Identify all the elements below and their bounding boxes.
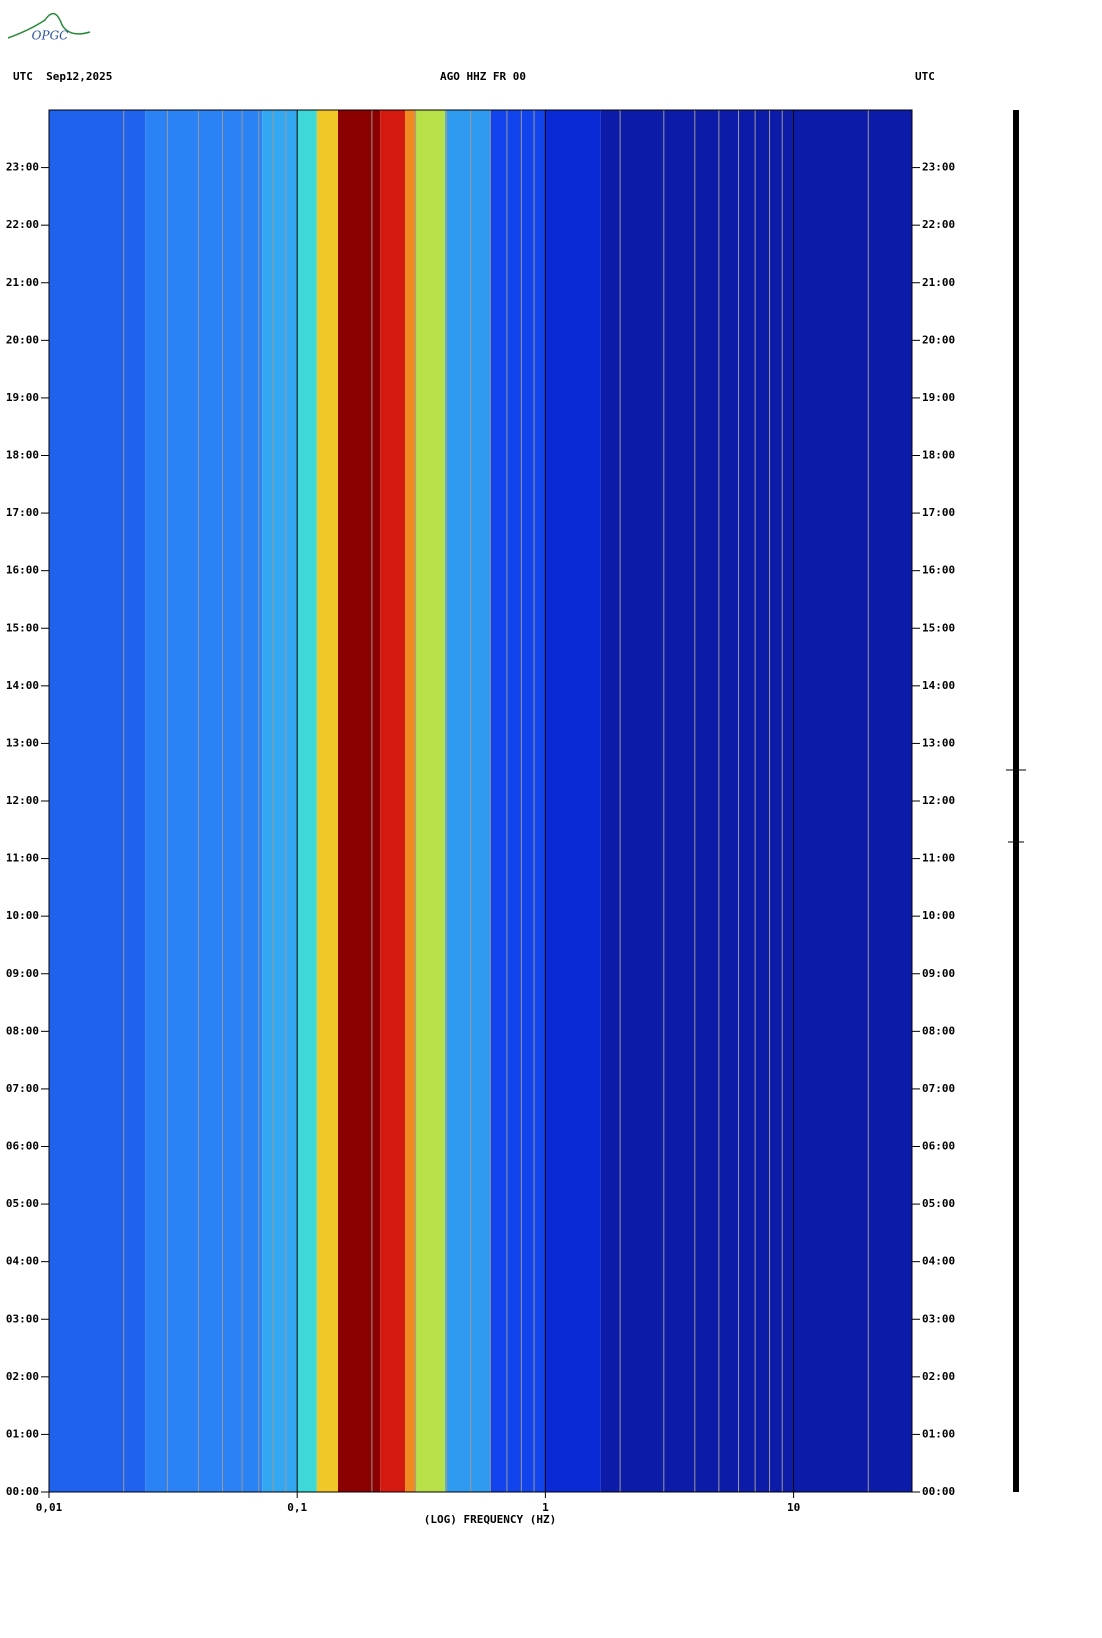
spectral-band <box>49 110 146 1492</box>
y-tick-label: 07:00 <box>922 1082 955 1095</box>
y-tick-label: 02:00 <box>6 1370 39 1383</box>
spectral-band <box>316 110 338 1492</box>
y-tick-label: 04:00 <box>6 1255 39 1268</box>
y-tick-label: 09:00 <box>922 967 955 980</box>
y-tick-label: 03:00 <box>922 1312 955 1325</box>
spectral-band <box>337 110 381 1492</box>
y-tick-label: 10:00 <box>922 909 955 922</box>
y-tick-label: 22:00 <box>6 218 39 231</box>
y-tick-label: 20:00 <box>922 333 955 346</box>
right-header: UTC <box>915 70 935 83</box>
logo: OPGC <box>7 12 91 43</box>
y-tick-label: 13:00 <box>6 736 39 749</box>
y-tick-label: 11:00 <box>6 852 39 865</box>
spectral-band <box>600 110 912 1492</box>
y-tick-label: 21:00 <box>6 276 39 289</box>
y-tick-label: 23:00 <box>922 161 955 174</box>
y-tick-label: 17:00 <box>6 506 39 519</box>
y-tick-label: 23:00 <box>6 161 39 174</box>
y-tick-label: 09:00 <box>6 967 39 980</box>
y-tick-label: 08:00 <box>922 1024 955 1037</box>
spectral-band <box>405 110 416 1492</box>
y-tick-label: 11:00 <box>922 852 955 865</box>
seismogram <box>1006 110 1026 1492</box>
x-tick-label: 0,1 <box>287 1501 307 1514</box>
spectral-band <box>145 110 263 1492</box>
y-tick-label: 17:00 <box>922 506 955 519</box>
y-tick-label: 02:00 <box>922 1370 955 1383</box>
y-tick-label: 06:00 <box>922 1140 955 1153</box>
x-tick-label: 10 <box>787 1501 800 1514</box>
y-tick-label: 19:00 <box>922 391 955 404</box>
y-tick-label: 16:00 <box>6 564 39 577</box>
y-tick-label: 15:00 <box>922 621 955 634</box>
left-header: UTC Sep12,2025 <box>13 70 112 83</box>
y-tick-label: 18:00 <box>922 449 955 462</box>
y-tick-label: 12:00 <box>6 794 39 807</box>
y-tick-label: 14:00 <box>6 679 39 692</box>
y-tick-label: 13:00 <box>922 736 955 749</box>
y-tick-label: 01:00 <box>6 1427 39 1440</box>
x-tick-label: 0,01 <box>36 1501 63 1514</box>
y-tick-label: 15:00 <box>6 621 39 634</box>
x-tick-label: 1 <box>542 1501 549 1514</box>
y-tick-label: 08:00 <box>6 1024 39 1037</box>
y-tick-label: 06:00 <box>6 1140 39 1153</box>
y-tick-label: 19:00 <box>6 391 39 404</box>
spectral-band <box>445 110 491 1492</box>
spectral-band <box>490 110 546 1492</box>
spectral-band <box>415 110 446 1492</box>
x-axis-label: (LOG) FREQUENCY (HZ) <box>424 1513 556 1526</box>
y-tick-label: 03:00 <box>6 1312 39 1325</box>
y-tick-label: 04:00 <box>922 1255 955 1268</box>
y-tick-label: 05:00 <box>6 1197 39 1210</box>
spectral-band <box>545 110 601 1492</box>
y-tick-label: 07:00 <box>6 1082 39 1095</box>
spectral-band <box>262 110 298 1492</box>
y-tick-label: 00:00 <box>6 1485 39 1498</box>
y-tick-label: 20:00 <box>6 333 39 346</box>
logo-text: OPGC <box>32 29 69 43</box>
spectral-band <box>297 110 317 1492</box>
y-tick-label: 16:00 <box>922 564 955 577</box>
y-tick-label: 01:00 <box>922 1427 955 1440</box>
y-tick-label: 22:00 <box>922 218 955 231</box>
y-tick-label: 18:00 <box>6 449 39 462</box>
y-tick-label: 05:00 <box>922 1197 955 1210</box>
logo-curve <box>7 12 91 39</box>
spectral-band <box>380 110 406 1492</box>
y-tick-label: 14:00 <box>922 679 955 692</box>
y-tick-label: 12:00 <box>922 794 955 807</box>
y-tick-label: 21:00 <box>922 276 955 289</box>
y-tick-label: 10:00 <box>6 909 39 922</box>
y-tick-label: 00:00 <box>922 1485 955 1498</box>
chart-title: AGO HHZ FR 00 <box>440 70 526 83</box>
